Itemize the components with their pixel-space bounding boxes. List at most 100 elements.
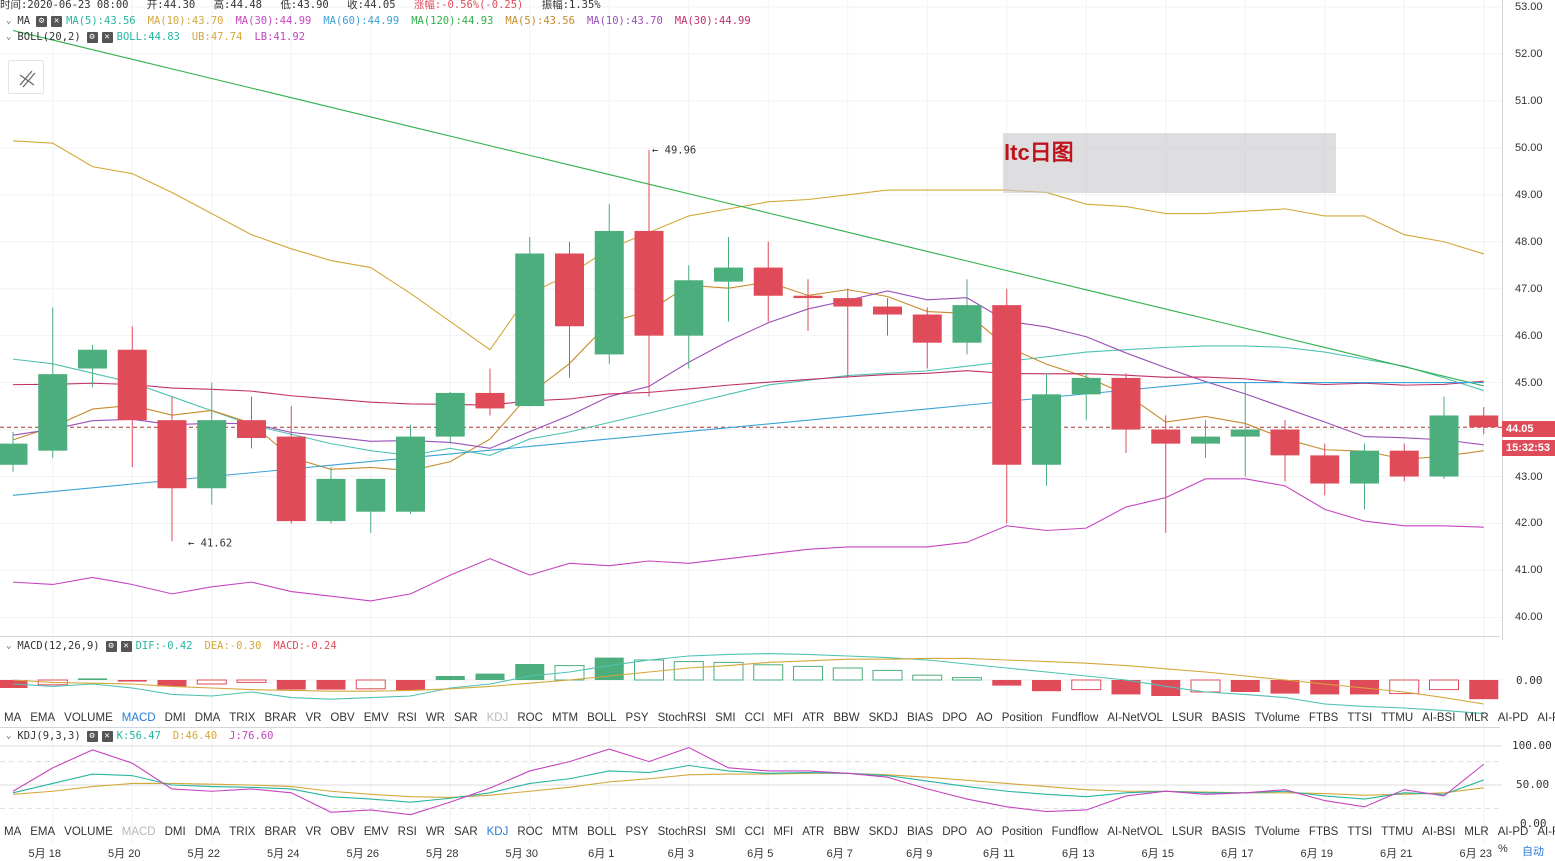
indicator-tab[interactable]: DMA bbox=[194, 826, 221, 838]
indicator-tab[interactable]: RSI bbox=[397, 712, 417, 724]
indicator-tab[interactable]: ATR bbox=[802, 826, 825, 838]
indicator-tab[interactable]: AI-PD bbox=[1497, 826, 1529, 838]
indicator-tab[interactable]: BRAR bbox=[264, 826, 297, 838]
indicator-tab[interactable]: EMA bbox=[30, 826, 56, 838]
collapse-chevron-icon[interactable]: ⌄ bbox=[6, 641, 12, 651]
indicator-tab[interactable]: BOLL bbox=[587, 826, 617, 838]
indicator-tab[interactable]: MTM bbox=[551, 826, 579, 838]
indicator-tab[interactable]: MFI bbox=[773, 826, 794, 838]
indicator-tab[interactable]: MA bbox=[4, 712, 22, 724]
indicator-tab[interactable]: TTMU bbox=[1381, 826, 1414, 838]
close-icon[interactable]: ✕ bbox=[101, 730, 113, 742]
indicator-tab[interactable]: SKDJ bbox=[868, 712, 898, 724]
indicator-tab[interactable]: BIAS bbox=[906, 712, 934, 724]
indicator-tab[interactable]: MA bbox=[4, 826, 22, 838]
indicator-tab[interactable]: StochRSI bbox=[657, 826, 707, 838]
indicator-tab[interactable]: TTMU bbox=[1381, 712, 1414, 724]
indicator-tab[interactable]: SMI bbox=[715, 712, 736, 724]
indicator-tab[interactable]: SAR bbox=[453, 712, 478, 724]
indicator-tab[interactable]: MACD bbox=[121, 826, 156, 838]
settings-gear-icon[interactable]: ⚙ bbox=[86, 730, 98, 742]
indicator-tab[interactable]: DMI bbox=[164, 826, 186, 838]
indicator-tab[interactable]: BIAS bbox=[906, 826, 934, 838]
pane-separator[interactable] bbox=[0, 636, 1500, 637]
indicator-tab[interactable]: TTSI bbox=[1347, 826, 1373, 838]
indicator-tab[interactable]: AI-FDI bbox=[1537, 826, 1555, 838]
indicator-tab[interactable]: PSY bbox=[625, 712, 649, 724]
indicator-tab[interactable]: BASIS bbox=[1211, 826, 1246, 838]
collapse-chevron-icon[interactable]: ⌄ bbox=[6, 731, 12, 741]
indicator-tab[interactable]: AI-NetVOL bbox=[1107, 712, 1163, 724]
indicator-tab[interactable]: SKDJ bbox=[868, 826, 898, 838]
indicator-tab[interactable]: DPO bbox=[942, 712, 968, 724]
indicator-tab[interactable]: ATR bbox=[802, 712, 825, 724]
indicator-tab[interactable]: EMA bbox=[30, 712, 56, 724]
close-icon[interactable]: ✕ bbox=[51, 15, 63, 27]
indicator-tab[interactable]: DPO bbox=[942, 826, 968, 838]
indicator-tab[interactable]: KDJ bbox=[486, 712, 509, 724]
indicator-tab[interactable]: TRIX bbox=[229, 712, 256, 724]
indicator-tab[interactable]: AO bbox=[976, 712, 993, 724]
indicator-tab[interactable]: VR bbox=[305, 826, 322, 838]
indicator-tab[interactable]: ROC bbox=[517, 826, 543, 838]
settings-gear-icon[interactable]: ⚙ bbox=[86, 31, 98, 43]
indicator-tab[interactable]: VR bbox=[305, 712, 322, 724]
indicator-tab[interactable]: KDJ bbox=[486, 826, 509, 838]
pane-separator[interactable] bbox=[0, 727, 1500, 728]
indicator-tab[interactable]: MACD bbox=[121, 712, 156, 724]
indicator-tab[interactable]: DMI bbox=[164, 712, 186, 724]
indicator-tab[interactable]: AI-BSI bbox=[1422, 712, 1456, 724]
drawing-tool-button[interactable] bbox=[8, 60, 44, 94]
close-icon[interactable]: ✕ bbox=[120, 640, 132, 652]
indicator-tab[interactable]: BBW bbox=[833, 712, 860, 724]
collapse-chevron-icon[interactable]: ⌄ bbox=[6, 32, 12, 42]
indicator-tab[interactable]: WR bbox=[425, 712, 445, 724]
indicator-tab[interactable]: EMV bbox=[363, 826, 389, 838]
indicator-tab[interactable]: RSI bbox=[397, 826, 417, 838]
indicator-tab[interactable]: Fundflow bbox=[1051, 712, 1099, 724]
indicator-tab[interactable]: DMA bbox=[194, 712, 221, 724]
indicator-tab[interactable]: BBW bbox=[833, 826, 860, 838]
indicator-tab[interactable]: Position bbox=[1001, 712, 1043, 724]
indicator-tab[interactable]: BASIS bbox=[1211, 712, 1246, 724]
indicator-tab[interactable]: StochRSI bbox=[657, 712, 707, 724]
indicator-tab[interactable]: PSY bbox=[625, 826, 649, 838]
percent-toggle[interactable]: % bbox=[1498, 843, 1508, 855]
indicator-tab[interactable]: EMV bbox=[363, 712, 389, 724]
auto-toggle[interactable]: 自动 bbox=[1522, 846, 1544, 858]
indicator-tab[interactable]: AI-NetVOL bbox=[1107, 826, 1163, 838]
indicator-tab[interactable]: VOLUME bbox=[64, 826, 113, 838]
indicator-tab[interactable]: AI-PD bbox=[1497, 712, 1529, 724]
indicator-tab[interactable]: TVolume bbox=[1254, 712, 1300, 724]
indicator-tab[interactable]: MLR bbox=[1464, 826, 1489, 838]
indicator-tab[interactable]: BRAR bbox=[264, 712, 297, 724]
indicator-tab[interactable]: LSUR bbox=[1171, 826, 1203, 838]
indicator-tab[interactable]: LSUR bbox=[1171, 712, 1203, 724]
price-axis[interactable]: 53.00 52.00 51.00 50.00 49.00 48.00 47.00 46.00… bbox=[1502, 0, 1555, 640]
indicator-tab[interactable]: Fundflow bbox=[1051, 826, 1099, 838]
indicator-tab[interactable]: CCI bbox=[744, 826, 765, 838]
annotation-box[interactable]: ltc日图 bbox=[1003, 133, 1336, 193]
indicator-tab[interactable]: OBV bbox=[330, 826, 355, 838]
indicator-tab[interactable]: ROC bbox=[517, 712, 543, 724]
indicator-tab[interactable]: BOLL bbox=[587, 712, 617, 724]
indicator-tab[interactable]: SMI bbox=[715, 826, 736, 838]
indicator-tab[interactable]: OBV bbox=[330, 712, 355, 724]
indicator-tab[interactable]: VOLUME bbox=[64, 712, 113, 724]
indicator-tab[interactable]: TTSI bbox=[1347, 712, 1373, 724]
indicator-tab[interactable]: TRIX bbox=[229, 826, 256, 838]
indicator-tab[interactable]: AO bbox=[976, 826, 993, 838]
indicator-tab[interactable]: AI-BSI bbox=[1422, 826, 1456, 838]
indicator-tab[interactable]: MTM bbox=[551, 712, 579, 724]
indicator-tab[interactable]: SAR bbox=[453, 826, 478, 838]
indicator-tab[interactable]: CCI bbox=[744, 712, 765, 724]
indicator-tab[interactable]: TVolume bbox=[1254, 826, 1300, 838]
date-axis[interactable]: 5月 18 5月 20 5月 22 5月 24 5月 26 5月 28 5月 30 6月 1 6… bbox=[0, 845, 1500, 860]
indicator-tab[interactable]: WR bbox=[425, 826, 445, 838]
indicator-tab[interactable]: MLR bbox=[1464, 712, 1489, 724]
indicator-tab[interactable]: Position bbox=[1001, 826, 1043, 838]
indicator-tab[interactable]: FTBS bbox=[1308, 826, 1339, 838]
indicator-tab[interactable]: AI-FDI bbox=[1537, 712, 1555, 724]
indicator-tab[interactable]: FTBS bbox=[1308, 712, 1339, 724]
